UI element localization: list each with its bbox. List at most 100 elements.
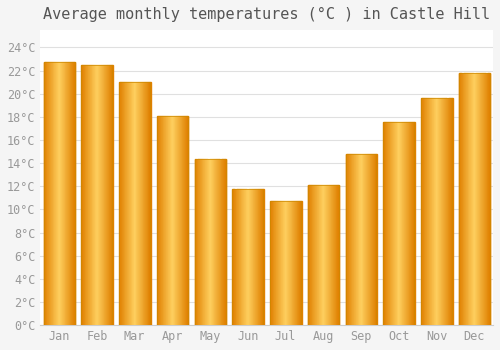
Bar xyxy=(194,159,226,325)
Bar xyxy=(206,159,207,325)
Bar xyxy=(413,121,414,325)
Bar xyxy=(300,201,301,325)
Bar xyxy=(410,121,411,325)
Bar xyxy=(194,159,195,325)
Bar xyxy=(50,63,51,325)
Bar xyxy=(68,63,69,325)
Bar xyxy=(87,65,88,325)
Bar xyxy=(102,65,103,325)
Bar xyxy=(219,159,220,325)
Bar xyxy=(126,82,128,325)
Bar xyxy=(470,73,472,325)
Bar xyxy=(308,185,309,325)
Bar xyxy=(313,185,314,325)
Bar xyxy=(285,201,286,325)
Bar xyxy=(247,189,248,325)
Bar xyxy=(112,65,113,325)
Bar xyxy=(468,73,469,325)
Bar xyxy=(434,98,435,325)
Bar xyxy=(168,116,169,325)
Bar xyxy=(311,185,312,325)
Bar xyxy=(236,189,237,325)
Bar xyxy=(324,185,325,325)
Bar xyxy=(213,159,214,325)
Bar xyxy=(147,82,148,325)
Bar xyxy=(298,201,299,325)
Bar xyxy=(101,65,102,325)
Bar xyxy=(88,65,89,325)
Bar xyxy=(250,189,252,325)
Bar xyxy=(464,73,465,325)
Bar xyxy=(355,154,356,325)
Bar xyxy=(106,65,108,325)
Bar xyxy=(463,73,464,325)
Bar xyxy=(489,73,490,325)
Bar xyxy=(145,82,146,325)
Bar xyxy=(134,82,135,325)
Bar xyxy=(254,189,255,325)
Bar xyxy=(246,189,247,325)
Bar xyxy=(370,154,371,325)
Bar xyxy=(475,73,476,325)
Bar xyxy=(222,159,223,325)
Bar xyxy=(123,82,124,325)
Bar xyxy=(438,98,440,325)
Bar xyxy=(346,154,376,325)
Bar xyxy=(67,63,68,325)
Bar xyxy=(164,116,165,325)
Bar xyxy=(167,116,168,325)
Bar xyxy=(57,63,58,325)
Bar xyxy=(389,121,390,325)
Bar xyxy=(59,63,60,325)
Bar xyxy=(142,82,143,325)
Bar xyxy=(390,121,391,325)
Bar xyxy=(121,82,122,325)
Bar xyxy=(472,73,473,325)
Bar xyxy=(55,63,56,325)
Bar xyxy=(178,116,179,325)
Bar xyxy=(296,201,297,325)
Bar xyxy=(356,154,357,325)
Bar xyxy=(401,121,402,325)
Bar xyxy=(384,121,385,325)
Bar xyxy=(289,201,290,325)
Bar xyxy=(477,73,478,325)
Bar xyxy=(90,65,91,325)
Bar xyxy=(484,73,485,325)
Bar xyxy=(233,189,234,325)
Bar xyxy=(175,116,176,325)
Bar xyxy=(462,73,463,325)
Bar xyxy=(140,82,141,325)
Bar xyxy=(170,116,171,325)
Bar xyxy=(400,121,401,325)
Bar xyxy=(397,121,398,325)
Bar xyxy=(446,98,447,325)
Bar xyxy=(450,98,452,325)
Bar xyxy=(399,121,400,325)
Bar xyxy=(482,73,484,325)
Bar xyxy=(169,116,170,325)
Bar xyxy=(119,82,120,325)
Bar xyxy=(216,159,218,325)
Bar xyxy=(467,73,468,325)
Bar xyxy=(259,189,260,325)
Bar xyxy=(321,185,322,325)
Bar xyxy=(359,154,360,325)
Bar xyxy=(171,116,172,325)
Bar xyxy=(204,159,206,325)
Bar xyxy=(143,82,144,325)
Bar xyxy=(394,121,395,325)
Bar xyxy=(369,154,370,325)
Bar xyxy=(372,154,374,325)
Bar xyxy=(337,185,338,325)
Bar xyxy=(186,116,187,325)
Bar xyxy=(196,159,197,325)
Bar xyxy=(45,63,46,325)
Bar xyxy=(96,65,97,325)
Bar xyxy=(182,116,183,325)
Bar xyxy=(485,73,486,325)
Bar xyxy=(52,63,53,325)
Bar xyxy=(89,65,90,325)
Bar xyxy=(481,73,482,325)
Bar xyxy=(148,82,149,325)
